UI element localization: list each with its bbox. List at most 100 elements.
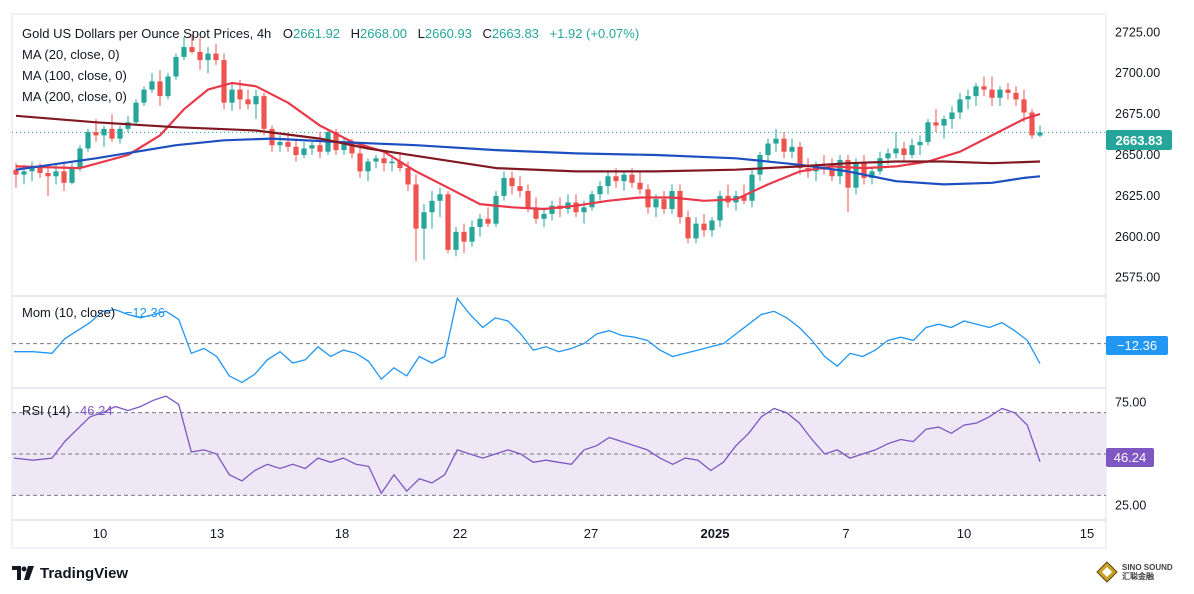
candle-body <box>453 231 459 250</box>
last-price-text: 2663.83 <box>1116 133 1163 148</box>
sino-sound-watermark: SINO SOUND 汇聪金融 <box>1096 561 1173 583</box>
candle-body <box>77 148 83 169</box>
low-label: L <box>418 26 425 41</box>
price-tick-label: 2575.00 <box>1115 271 1160 285</box>
price-axis-ticks: 2725.00 2700.00 2675.00 2650.00 2625.00 2600.… <box>1115 25 1160 284</box>
price-tick-label: 2650.00 <box>1115 148 1160 162</box>
candle-body <box>845 159 851 188</box>
candle-body <box>741 195 747 201</box>
candle-body <box>621 174 627 182</box>
candles-group <box>13 33 1043 262</box>
candle-body <box>397 161 403 169</box>
candle-body <box>629 174 635 183</box>
candle-body <box>117 128 123 139</box>
candle-body <box>493 195 499 224</box>
candle-body <box>909 145 915 155</box>
candle-body <box>389 161 395 164</box>
candle-body <box>237 89 243 100</box>
ma-lines-group <box>15 81 1041 211</box>
time-tick-label: 2025 <box>701 526 730 541</box>
candle-body <box>1029 112 1035 136</box>
legend-ma200[interactable]: MA (200, close, 0) <box>22 89 127 104</box>
rsi-tick-label: 25.00 <box>1115 499 1146 513</box>
candle-body <box>829 169 835 177</box>
candle-body <box>949 112 955 120</box>
candle-body <box>509 177 515 187</box>
open-label: O <box>283 26 293 41</box>
candle-body <box>149 81 155 90</box>
time-tick-label: 13 <box>210 526 224 541</box>
candle-body <box>109 128 115 139</box>
tradingview-logo-icon <box>12 566 34 580</box>
candle-body <box>901 148 907 155</box>
candle-body <box>533 207 539 219</box>
candle-body <box>749 174 755 201</box>
candle-body <box>485 218 491 224</box>
candle-body <box>213 53 219 61</box>
mom-value: −12.36 <box>125 305 165 320</box>
legend-ma100[interactable]: MA (100, close, 0) <box>22 68 127 83</box>
candle-body <box>133 102 139 123</box>
legend-header: Gold US Dollars per Ounce Spot Prices, 4… <box>22 26 639 41</box>
rsi-label: RSI (14) <box>22 403 70 418</box>
candle-body <box>965 96 971 100</box>
ma20-line <box>15 81 1041 211</box>
legend-rsi[interactable]: RSI (14) 46.24 <box>22 403 113 418</box>
candle-body <box>253 96 259 105</box>
time-tick-label: 10 <box>957 526 971 541</box>
candle-body <box>549 205 555 214</box>
candle-body <box>605 176 611 187</box>
candle-body <box>221 60 227 103</box>
candle-body <box>165 76 171 97</box>
candle-body <box>573 202 579 213</box>
tradingview-text: TradingView <box>40 564 129 582</box>
candle-body <box>1037 132 1043 136</box>
mom-badge-text: −12.36 <box>1117 338 1157 353</box>
time-tick-label: 15 <box>1080 526 1094 541</box>
candle-body <box>413 184 419 229</box>
legend-mom[interactable]: Mom (10, close) −12.36 <box>22 305 165 320</box>
candle-body <box>429 200 435 213</box>
candle-body <box>181 47 187 57</box>
legend-ma20[interactable]: MA (20, close, 0) <box>22 47 120 62</box>
low-value: 2660.93 <box>425 26 472 41</box>
tradingview-brand[interactable]: TradingView <box>12 562 128 584</box>
symbol-title: Gold US Dollars per Ounce Spot Prices, 4… <box>22 26 271 41</box>
mom-group <box>14 296 1041 384</box>
change-value: +1.92 (+0.07%) <box>550 26 640 41</box>
candle-body <box>285 141 291 147</box>
rsi-badge-text: 46.24 <box>1114 450 1147 465</box>
candle-body <box>973 86 979 97</box>
candle-body <box>197 51 203 61</box>
candle-body <box>141 89 147 103</box>
time-tick-label: 10 <box>93 526 107 541</box>
candle-body <box>477 218 483 227</box>
candle-body <box>525 190 531 208</box>
candle-body <box>653 199 659 208</box>
candle-body <box>61 171 67 183</box>
rsi-tick-label: 75.00 <box>1115 395 1146 409</box>
candle-body <box>925 122 931 142</box>
candle-body <box>597 186 603 195</box>
candle-body <box>861 163 867 178</box>
mom-label: Mom (10, close) <box>22 305 115 320</box>
candle-body <box>917 141 923 146</box>
watermark-line2: 汇聪金融 <box>1122 572 1154 581</box>
candle-body <box>245 99 251 105</box>
time-tick-label: 27 <box>584 526 598 541</box>
candle-body <box>357 153 363 172</box>
candle-body <box>469 226 475 242</box>
candle-body <box>661 199 667 209</box>
candle-body <box>341 143 347 151</box>
candle-body <box>173 56 179 77</box>
candle-body <box>589 194 595 208</box>
candle-body <box>853 163 859 188</box>
candle-body <box>13 169 19 175</box>
rsi-value-badge: 46.24 <box>1106 448 1154 467</box>
candle-body <box>85 132 91 149</box>
candle-body <box>893 148 899 154</box>
time-axis-ticks: 10 13 18 22 27 2025 7 10 15 <box>93 526 1094 541</box>
last-price-badge: 2663.83 <box>1106 130 1172 150</box>
candle-body <box>997 89 1003 98</box>
